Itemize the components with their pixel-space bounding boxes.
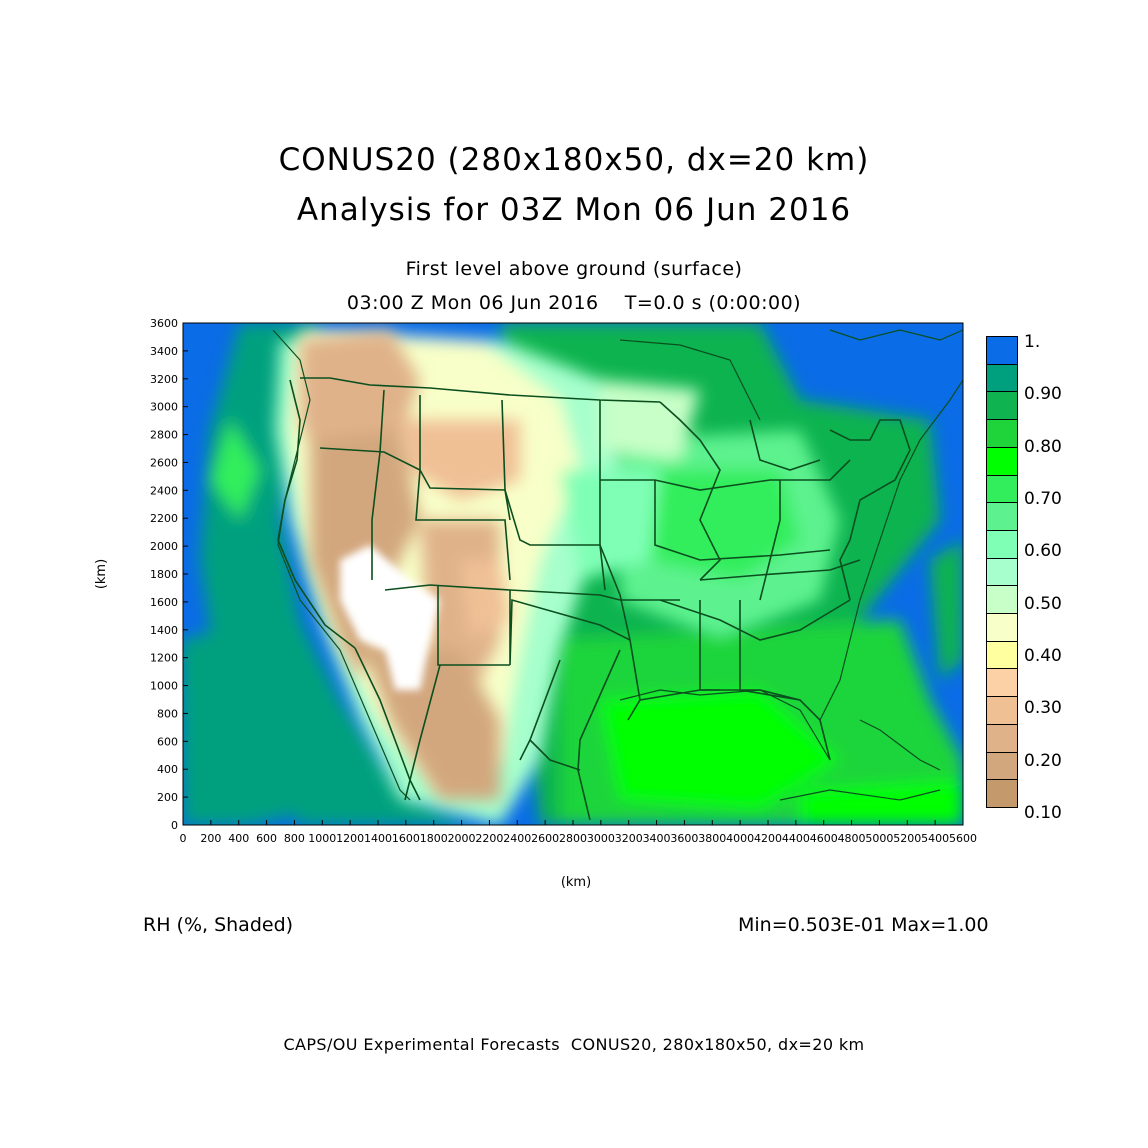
x-tick-label: 600 (256, 832, 277, 845)
x-tick-label: 1600 (392, 832, 420, 845)
x-tick-label: 2000 (448, 832, 476, 845)
y-axis-label: (km) (94, 559, 109, 589)
x-tick-label: 4200 (754, 832, 782, 845)
colorbar-label: 0.10 (1024, 803, 1062, 823)
x-tick-label: 4800 (838, 832, 866, 845)
y-tick-label: 200 (157, 791, 178, 804)
colorbar-label: 0.20 (1024, 750, 1062, 771)
colorbar-swatch (986, 474, 1018, 504)
colorbar-label: 0.80 (1024, 436, 1062, 457)
colorbar-label: 0.50 (1024, 593, 1062, 614)
colorbar-label: 0.30 (1024, 698, 1062, 719)
x-tick-label: 4600 (810, 832, 838, 845)
y-tick-label: 1200 (150, 652, 178, 665)
x-tick-label: 1200 (336, 832, 364, 845)
x-tick-label: 5600 (949, 832, 977, 845)
colorbar-swatch (986, 557, 1018, 587)
colorbar-swatch (986, 779, 1018, 808)
x-tick-label: 1000 (308, 832, 336, 845)
colorbar-swatch (986, 696, 1018, 725)
x-tick-label: 5000 (865, 832, 893, 845)
colorbar-swatch (986, 446, 1018, 476)
x-tick-label: 4400 (782, 832, 810, 845)
y-axis: 0 200 400 600 800 1000 1200 1400 1600 1800 2000 220… (150, 317, 188, 832)
x-tick-label: 2200 (475, 832, 503, 845)
colorbar-swatch (986, 391, 1018, 421)
y-tick-label: 400 (157, 763, 178, 776)
map-coastline (272, 329, 963, 801)
y-tick-label: 2800 (150, 429, 178, 442)
colorbar-label: 0.70 (1024, 489, 1062, 509)
map-subtitle-time: 03:00 Z Mon 06 Jun 2016 T=0.0 s (0:00:00… (346, 292, 802, 314)
colorbar (986, 336, 1018, 808)
x-tick-label: 4000 (726, 832, 754, 845)
y-tick-label: 1400 (150, 624, 178, 637)
x-tick-label: 2800 (559, 832, 587, 845)
colorbar-label: 1. (1024, 332, 1041, 352)
rh-shading (183, 323, 963, 825)
map-subtitle-level: First level above ground (surface) (405, 258, 743, 280)
x-axis-label: (km) (561, 875, 591, 890)
x-tick-label: 5200 (893, 832, 921, 845)
y-tick-label: 3200 (150, 373, 178, 386)
y-tick-label: 2200 (150, 512, 178, 525)
colorbar-label: 0.40 (1024, 646, 1062, 666)
y-tick-label: 2600 (150, 456, 178, 469)
x-tick-label: 3600 (670, 832, 698, 845)
y-tick-label: 2400 (150, 484, 178, 497)
y-tick-label: 800 (157, 707, 178, 720)
map-title-line2: Analysis for 03Z Mon 06 Jun 2016 (296, 192, 852, 228)
x-tick-label: 800 (284, 832, 305, 845)
y-tick-label: 1600 (150, 596, 178, 609)
footer-credit: CAPS/OU Experimental Forecasts CONUS20, … (283, 1035, 865, 1054)
colorbar-swatch (986, 585, 1018, 615)
map-title-line1: CONUS20 (280x180x50, dx=20 km) (278, 142, 870, 178)
x-tick-label: 1800 (420, 832, 448, 845)
colorbar-label: 0.90 (1024, 384, 1062, 405)
colorbar-swatch (986, 613, 1018, 642)
x-tick-label: 400 (228, 832, 249, 845)
colorbar-swatch (986, 751, 1018, 781)
field-label: RH (%, Shaded) (143, 914, 294, 936)
y-tick-label: 1800 (150, 568, 178, 581)
colorbar-label: 0.60 (1024, 541, 1062, 562)
x-tick-label: 3200 (615, 832, 643, 845)
colorbar-swatch (986, 419, 1018, 448)
field-stats: Min=0.503E-01 Max=1.00 (738, 914, 989, 936)
colorbar-swatch (986, 363, 1018, 393)
x-axis: 0 200 400 600 800 1000 1200 1400 1600 1800 2000 220… (180, 820, 977, 845)
colorbar-swatch (986, 529, 1018, 559)
x-tick-label: 2600 (531, 832, 559, 845)
x-tick-label: 1400 (364, 832, 392, 845)
y-tick-label: 600 (157, 735, 178, 748)
map-borders (277, 377, 911, 821)
x-tick-label: 2400 (503, 832, 531, 845)
y-tick-label: 3400 (150, 345, 178, 358)
y-tick-label: 2000 (150, 540, 178, 553)
x-tick-label: 200 (200, 832, 221, 845)
x-tick-label: 0 (180, 832, 187, 845)
colorbar-swatch (986, 640, 1018, 670)
colorbar-swatch (986, 336, 1018, 365)
y-tick-label: 0 (171, 819, 178, 832)
x-tick-label: 3000 (587, 832, 615, 845)
colorbar-swatch (986, 502, 1018, 531)
y-tick-label: 3000 (150, 401, 178, 414)
x-tick-label: 3800 (698, 832, 726, 845)
colorbar-swatch (986, 668, 1018, 698)
colorbar-swatch (986, 723, 1018, 753)
y-tick-label: 1000 (150, 680, 178, 693)
x-tick-label: 5400 (921, 832, 949, 845)
x-tick-label: 3400 (643, 832, 671, 845)
y-tick-label: 3600 (150, 317, 178, 330)
